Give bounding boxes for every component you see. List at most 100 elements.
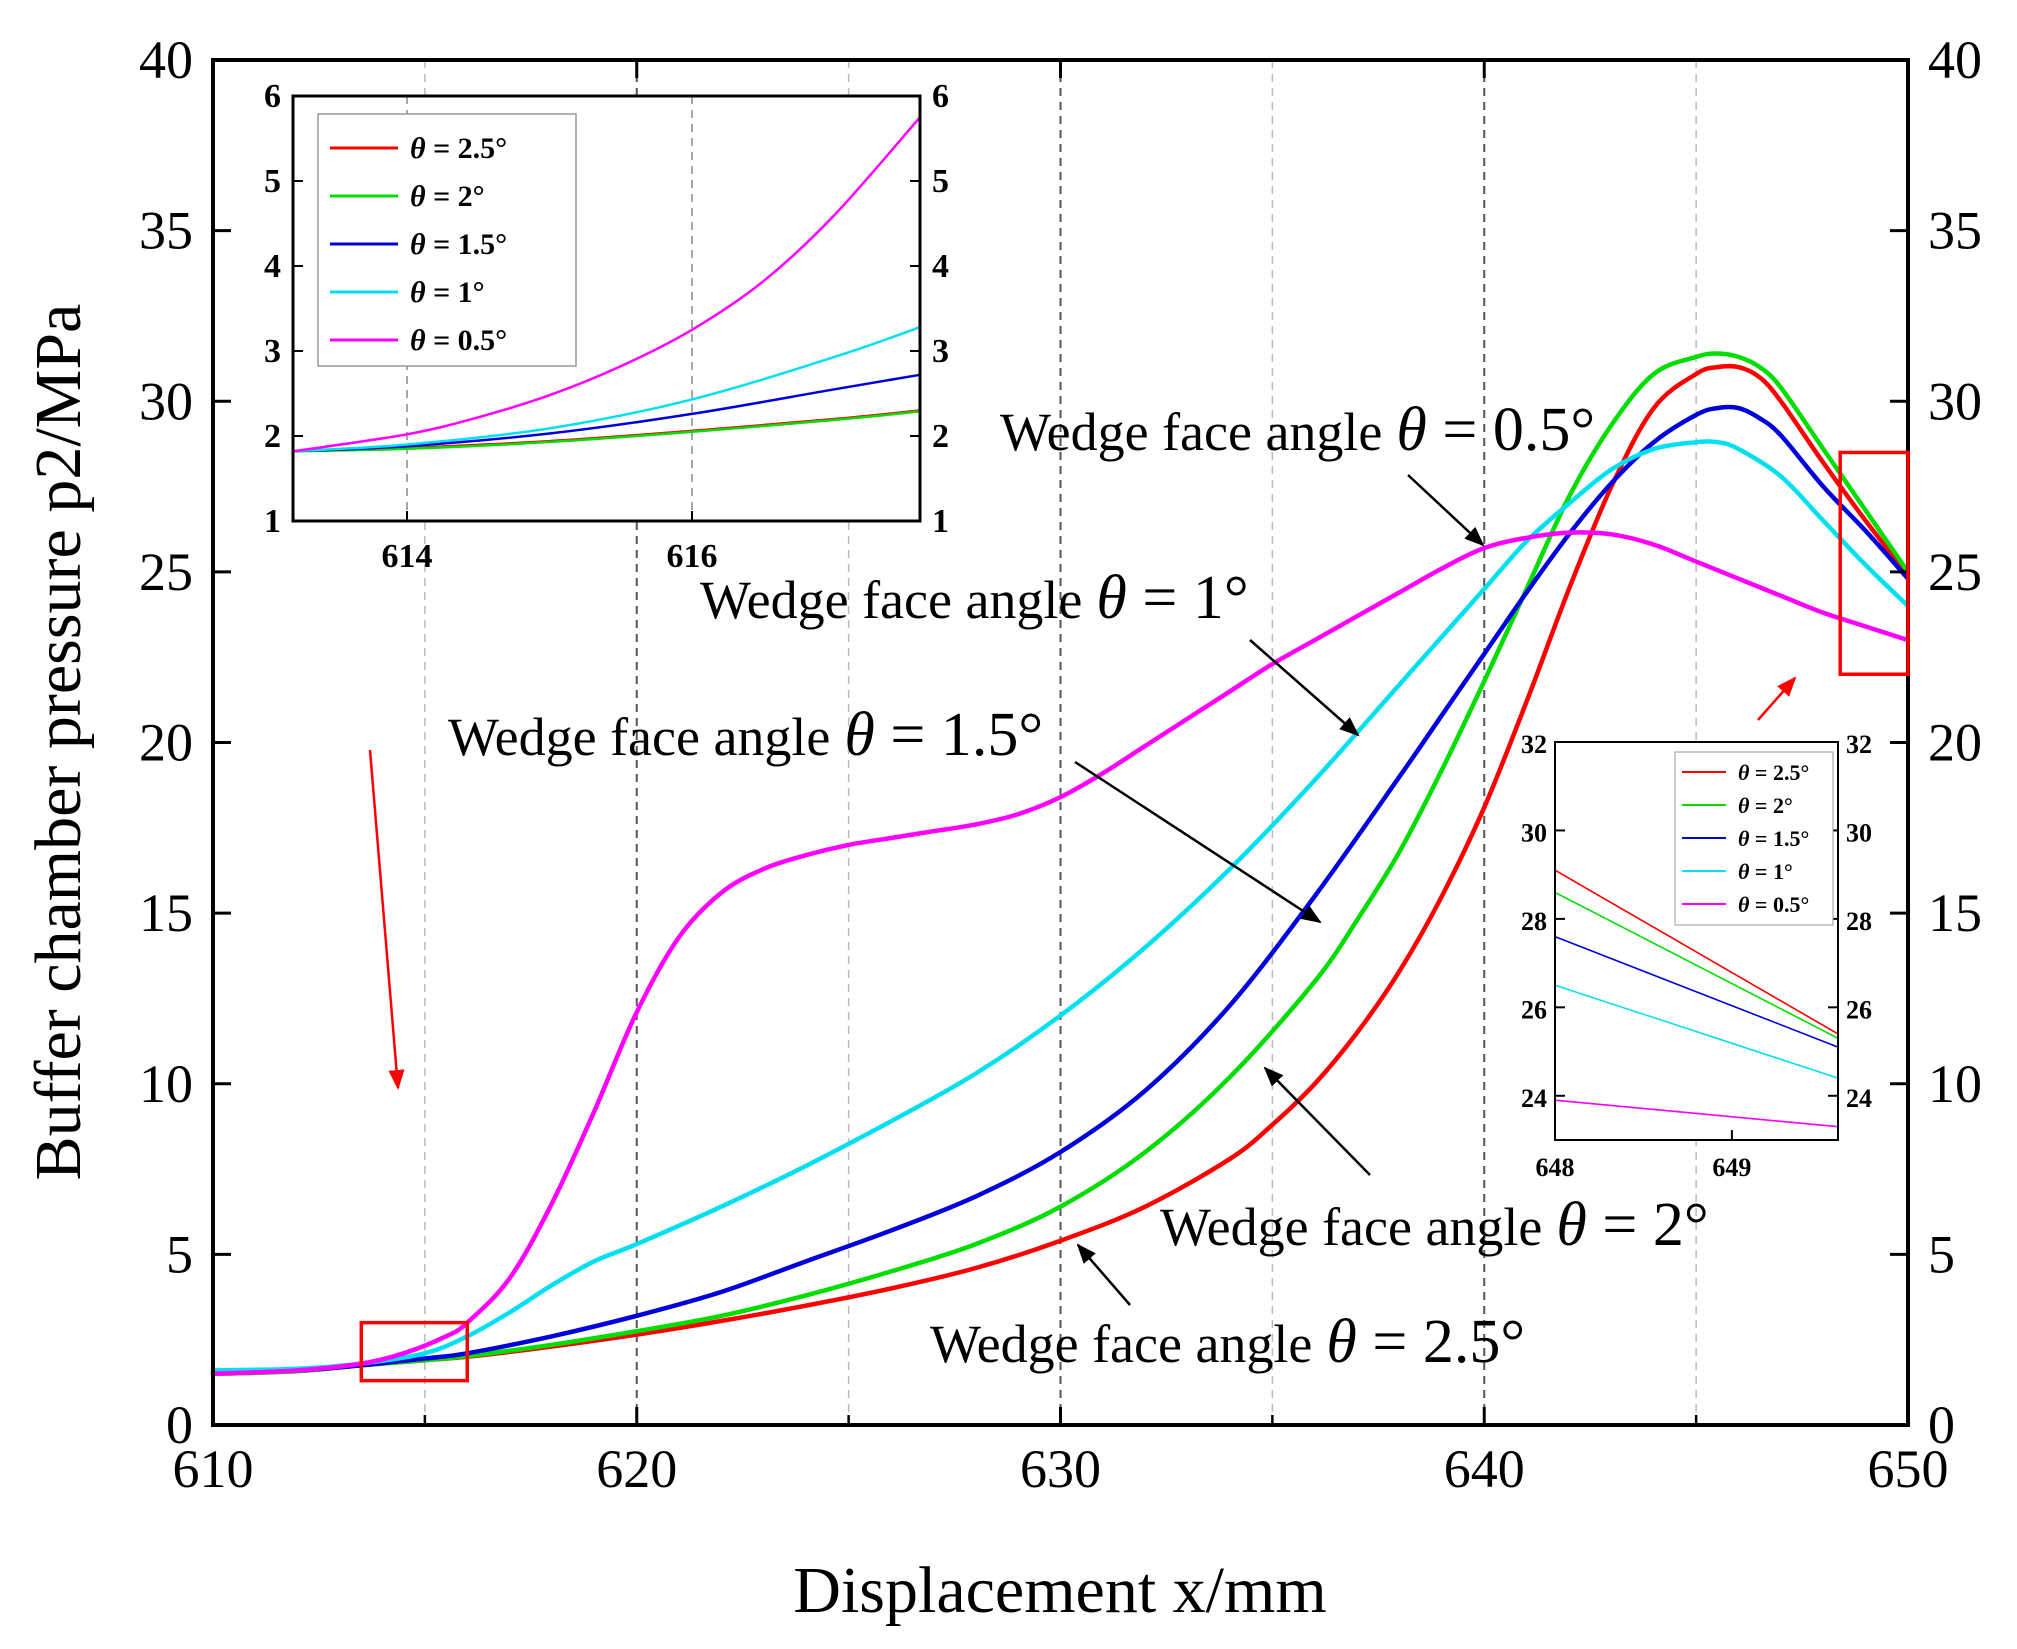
annotation-1: Wedge face angle θ = 1° bbox=[700, 564, 1360, 737]
annotation-2.5-value: = 2.5° bbox=[1357, 1308, 1525, 1376]
inset-start-frame bbox=[291, 94, 922, 523]
annotation-1-symbol: θ bbox=[1096, 564, 1126, 632]
inset-end-legend-label-3: θ = 1° bbox=[1738, 859, 1793, 884]
inset-start-y-tick-label-right-5: 5 bbox=[932, 163, 949, 200]
x-tick-label-620: 620 bbox=[596, 1439, 677, 1499]
inset-start-y-tick-label-right-2: 2 bbox=[932, 418, 949, 455]
annotation-1-arrow bbox=[1249, 639, 1360, 737]
series-line-1 bbox=[210, 351, 1911, 1377]
y-tick-label-40: 40 bbox=[139, 30, 193, 90]
y-tick-label-right-40: 40 bbox=[1928, 30, 1982, 90]
y-tick-label-35: 35 bbox=[139, 201, 193, 261]
inset-end-y-tick-label-right-24: 24 bbox=[1846, 1084, 1872, 1113]
inset-end-y-tick-label-right-30: 30 bbox=[1846, 818, 1872, 847]
y-tick-label-right-10: 10 bbox=[1928, 1054, 1982, 1114]
inset-end-y-tick-label-30: 30 bbox=[1521, 818, 1547, 847]
x-axis-label: Displacement x/mm bbox=[793, 1554, 1326, 1627]
inset-end-series-line-2 bbox=[1554, 935, 1839, 1048]
y-tick-label-30: 30 bbox=[139, 371, 193, 431]
inset-end-frame bbox=[1554, 741, 1839, 1141]
annotation-2: Wedge face angle θ = 2° bbox=[1160, 1066, 1709, 1259]
inset-start-y-tick-label-right-4: 4 bbox=[932, 248, 949, 285]
annotation-1.5-arrow bbox=[1074, 760, 1322, 924]
y-tick-label-right-20: 20 bbox=[1928, 713, 1982, 773]
inset-start-series bbox=[291, 116, 922, 453]
annotation-2.5-label: Wedge face angle bbox=[930, 1314, 1312, 1374]
annotation-0.5-label: Wedge face angle bbox=[1000, 402, 1382, 462]
inset-start-y-tick-label-4: 4 bbox=[264, 248, 281, 285]
inset-end-series-line-0 bbox=[1554, 869, 1839, 1035]
inset-start-legend-label-1: θ = 2° bbox=[410, 180, 485, 213]
inset-start-legend-box bbox=[317, 113, 577, 367]
inset-end-y-tick-label-right-28: 28 bbox=[1846, 907, 1872, 936]
x-tick-label-610: 610 bbox=[173, 1439, 254, 1499]
inset-start-series-line-3 bbox=[291, 325, 922, 453]
inset-start-y-tick-label-right-6: 6 bbox=[932, 78, 949, 115]
inset-end-legend-label-4: θ = 0.5° bbox=[1738, 892, 1809, 917]
annotation-1.5-label: Wedge face angle bbox=[448, 707, 830, 767]
x-tick-label-640: 640 bbox=[1444, 1439, 1525, 1499]
inset-end-ticks: 648 649 24 24 26 26 28 28 30 30 32 32 bbox=[1521, 730, 1872, 1182]
y-tick-label-0: 0 bbox=[166, 1395, 193, 1455]
inset-start-y-tick-label-6: 6 bbox=[264, 78, 281, 115]
inset-start-y-tick-label-right-1: 1 bbox=[932, 503, 949, 540]
annotation-2-symbol: θ bbox=[1556, 1191, 1586, 1259]
x-tick-label-650: 650 bbox=[1868, 1439, 1949, 1499]
inset-start-ticks: 614 616 1 1 2 2 3 3 4 4 5 5 6 6 bbox=[264, 78, 949, 575]
annotation-1.5-value: = 1.5° bbox=[875, 701, 1043, 769]
y-axis-label: Buffer chamber pressure p2/MPa bbox=[22, 304, 95, 1181]
y-tick-label-right-15: 15 bbox=[1928, 883, 1982, 943]
annotation-1.5-symbol: θ bbox=[844, 701, 874, 769]
inset-start-series-line-2 bbox=[291, 373, 922, 453]
inset-end-y-tick-label-right-26: 26 bbox=[1846, 995, 1872, 1024]
series-line-4 bbox=[210, 530, 1911, 1377]
inset-end-series-line-1 bbox=[1554, 891, 1839, 1040]
annotation-0.5-value: = 0.5° bbox=[1427, 396, 1595, 464]
y-tick-label-right-5: 5 bbox=[1928, 1224, 1955, 1284]
series-lines bbox=[210, 351, 1911, 1377]
inset-start-y-tick-label-right-3: 3 bbox=[932, 333, 949, 370]
inset-start-y-tick-label-5: 5 bbox=[264, 163, 281, 200]
inset-start: 614 616 1 1 2 2 3 3 4 4 5 5 6 6 θ = 2.5° θ = 2° θ = 1.5… bbox=[264, 78, 949, 575]
red-arrow-right bbox=[1757, 676, 1797, 721]
inset-end-y-tick-label-24: 24 bbox=[1521, 1084, 1547, 1113]
inset-end-x-tick-label-649: 649 bbox=[1712, 1153, 1751, 1182]
inset-end-legend-label-1: θ = 2° bbox=[1738, 793, 1793, 818]
inset-start-y-tick-label-1: 1 bbox=[264, 503, 281, 540]
inset-start-legend-label-3: θ = 1° bbox=[410, 276, 485, 309]
inset-end-series-line-3 bbox=[1554, 984, 1839, 1079]
inset-start-legend-label-4: θ = 0.5° bbox=[410, 324, 507, 357]
annotation-2-arrow bbox=[1263, 1066, 1371, 1176]
zoom-box-inset-end bbox=[1838, 450, 1910, 676]
y-tick-label-25: 25 bbox=[139, 542, 193, 602]
annotation-1-label: Wedge face angle bbox=[700, 570, 1082, 630]
annotation-2-label: Wedge face angle bbox=[1160, 1197, 1542, 1257]
inset-end-x-tick-label-648: 648 bbox=[1536, 1153, 1575, 1182]
annotation-2.5-arrow bbox=[1076, 1243, 1131, 1306]
y-tick-label-20: 20 bbox=[139, 713, 193, 773]
inset-end-series-line-4 bbox=[1554, 1099, 1839, 1128]
inset-start-series-line-4 bbox=[291, 116, 922, 453]
annotation-0.5: Wedge face angle θ = 0.5° bbox=[1000, 396, 1595, 547]
inset-end-series bbox=[1554, 869, 1839, 1128]
inset-end-legend-label-2: θ = 1.5° bbox=[1738, 826, 1809, 851]
annotation-2-value: = 2° bbox=[1587, 1191, 1709, 1259]
inset-start-series-line-1 bbox=[291, 410, 922, 453]
inset-start-legend-label-0: θ = 2.5° bbox=[410, 132, 507, 165]
y-tick-label-right-35: 35 bbox=[1928, 201, 1982, 261]
inset-start-legend: θ = 2.5° θ = 2° θ = 1.5° θ = 1° θ = 0.5° bbox=[317, 113, 577, 367]
y-tick-label-right-0: 0 bbox=[1928, 1395, 1955, 1455]
inset-end-legend-label-0: θ = 2.5° bbox=[1738, 760, 1809, 785]
inset-end-y-tick-label-26: 26 bbox=[1521, 995, 1547, 1024]
zoom-box-inset-start bbox=[359, 1320, 469, 1383]
inset-start-x-tick-label-616: 616 bbox=[667, 538, 718, 575]
x-tick-label-630: 630 bbox=[1020, 1439, 1101, 1499]
annotation-1-value: = 1° bbox=[1127, 564, 1249, 632]
